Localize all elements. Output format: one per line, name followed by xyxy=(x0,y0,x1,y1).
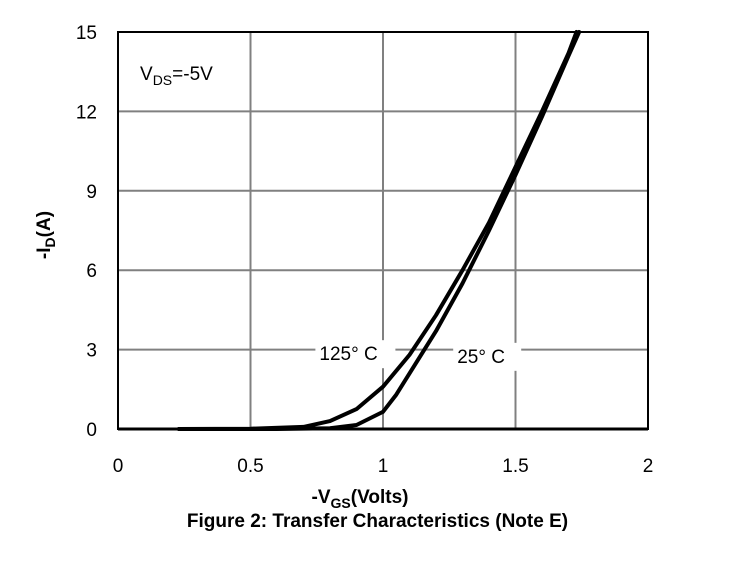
y-axis-title-subscript: D xyxy=(42,237,58,247)
y-tick-label: 15 xyxy=(76,23,97,44)
curve-annotations: 125° C 25° C xyxy=(319,344,505,368)
y-tick-label: 3 xyxy=(86,341,97,362)
y-axis-title-prefix: -I xyxy=(34,247,55,259)
x-tick-label: 0 xyxy=(113,456,124,477)
y-tick-label: 6 xyxy=(86,261,97,282)
condition-label: VDS=-5V xyxy=(140,64,213,88)
condition-prefix: V xyxy=(140,64,153,85)
x-axis-title-suffix: (Volts) xyxy=(351,487,409,508)
annotation-background xyxy=(453,342,522,371)
grid-lines xyxy=(117,31,649,430)
x-tick-labels: 0 0.5 1 1.5 2 xyxy=(113,456,654,477)
y-tick-label: 0 xyxy=(86,420,97,441)
y-tick-labels: 0 3 6 9 12 15 xyxy=(76,23,97,441)
x-axis-title-prefix: -V xyxy=(312,487,331,508)
transfer-characteristics-chart: 0 0.5 1 1.5 2 0 3 6 9 12 15 125° C 25° C VDS=-5V -… xyxy=(34,23,654,510)
y-axis-title-suffix: (A) xyxy=(34,211,55,237)
y-axis-title: -ID(A) xyxy=(34,211,58,259)
condition-subscript: DS xyxy=(153,72,172,88)
x-tick-label: 2 xyxy=(643,456,654,477)
x-axis-title: -VGS(Volts) xyxy=(312,487,409,510)
y-tick-label: 12 xyxy=(76,102,97,123)
annotation-backgrounds xyxy=(315,340,522,371)
x-axis-title-subscript: GS xyxy=(331,495,351,510)
series-line xyxy=(176,30,579,431)
figure-caption: Figure 2: Transfer Characteristics (Note… xyxy=(186,511,569,532)
x-tick-label: 1 xyxy=(378,456,389,477)
condition-suffix: =-5V xyxy=(172,64,213,85)
y-tick-label: 9 xyxy=(86,182,97,203)
curve-annotation: 25° C xyxy=(457,347,505,368)
plot-frame xyxy=(117,31,649,431)
x-tick-label: 1.5 xyxy=(502,456,528,477)
annotation-background xyxy=(315,340,396,369)
curve-annotation: 125° C xyxy=(319,344,377,365)
x-tick-label: 0.5 xyxy=(237,456,263,477)
